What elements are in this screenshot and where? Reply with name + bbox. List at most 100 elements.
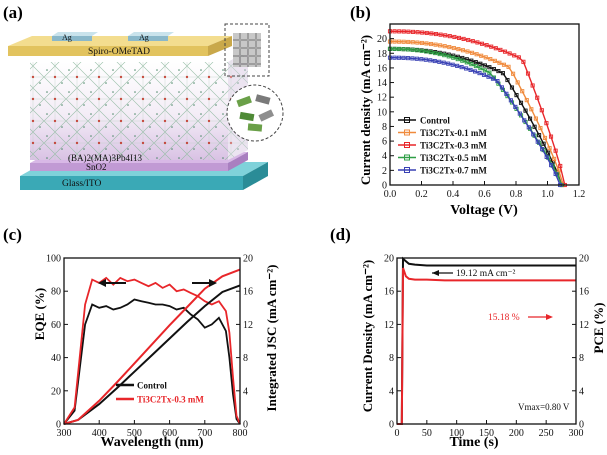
panel-c-x-tick-label: 800	[233, 428, 248, 439]
jv-marker-1	[547, 146, 552, 151]
panel-b-y-tick-label: 18	[377, 49, 387, 60]
panel-d-y-tick-label: 20	[579, 254, 589, 265]
jv-marker-1	[479, 53, 484, 58]
jv-marker-1	[511, 71, 516, 76]
panel-b-x-axis-title: Voltage (V)	[450, 203, 518, 218]
annot-current-density: 19.12 mA cm⁻²	[456, 269, 515, 279]
jv-marker-4	[405, 56, 410, 61]
jv-marker-3	[392, 46, 397, 51]
jv-marker-2	[525, 71, 531, 76]
jv-marker-0	[523, 108, 528, 113]
panel-c-x-tick-label: 300	[57, 428, 72, 439]
jv-marker-2	[456, 35, 462, 40]
panel-c-y-tick-label: 20	[51, 386, 61, 397]
jv-marker-1	[533, 116, 538, 121]
jv-marker-4	[517, 111, 522, 116]
panel-b-x-tick-label: 0.4	[447, 189, 460, 200]
jv-marker-3	[464, 60, 469, 65]
jv-marker-1	[538, 126, 543, 131]
jv-marker-3	[424, 49, 429, 54]
jv-marker-1	[529, 107, 534, 112]
panel-d-x-tick-label: 200	[509, 428, 524, 439]
inset-perovskite-crystal	[224, 23, 270, 77]
jv-marker-3	[433, 51, 438, 56]
jv-marker-3	[442, 53, 447, 58]
panel-b-label: (b)	[350, 3, 371, 22]
panel-d-y-tick-label: 16	[579, 287, 589, 298]
jv-marker-4	[522, 118, 527, 123]
jv-marker-2	[470, 39, 475, 44]
jv-marker-0	[491, 67, 496, 72]
jv-marker-1	[552, 156, 557, 161]
jv-marker-2	[424, 30, 429, 36]
jv-marker-3	[419, 48, 424, 53]
jv-marker-1	[501, 62, 507, 67]
panel-b-x-tick-label: 0.6	[478, 189, 491, 200]
jv-marker-1	[520, 89, 525, 94]
panel-c-y-tick-label: 60	[51, 320, 61, 331]
jv-marker-4	[464, 66, 469, 71]
jv-marker-1	[556, 168, 561, 173]
jv-marker-3	[437, 52, 442, 57]
panel-d-y-tick-label: 8	[389, 353, 394, 364]
jv-marker-0	[496, 69, 501, 74]
jv-marker-1	[524, 98, 529, 103]
panel-d-x-tick-label: 100	[449, 428, 464, 439]
panel-d-y-tick-label: 0	[579, 420, 584, 431]
panel-d-y-tick-label: 4	[389, 386, 394, 397]
jv-marker-0	[541, 141, 546, 146]
jv-marker-4	[392, 55, 397, 60]
jv-marker-4	[459, 65, 464, 70]
jv-marker-0	[518, 100, 524, 105]
panel-a-device-schematic: (a) Glass/ITO SnO2 (BA)2(MA)3Pb4I13	[3, 3, 284, 190]
eqe-axis-arrow-left-head	[98, 279, 106, 287]
jv-marker-1	[497, 60, 502, 65]
jv-marker-2	[493, 46, 498, 51]
panel-b-x-tick-label: 1.2	[573, 189, 586, 200]
jv-marker-0	[473, 60, 478, 65]
jv-marker-1	[506, 64, 511, 69]
panel-d-y-tick-label: 12	[384, 320, 394, 331]
jv-marker-3	[446, 54, 451, 59]
jv-marker-0	[500, 71, 505, 76]
eqe-series-2	[63, 284, 241, 425]
legend-entry-label: Ti3C2Tx-0.5 mM	[420, 153, 487, 163]
jv-marker-4	[535, 139, 540, 144]
panel-d-annotation-pce: 15.18 %	[488, 313, 553, 323]
jv-marker-3	[460, 58, 465, 63]
jv-marker-0	[460, 55, 465, 61]
legend-entry-label: Ti3C2Tx-0.3 mM	[420, 141, 487, 151]
jv-marker-2	[548, 134, 554, 139]
jv-marker-2	[392, 29, 397, 34]
jv-marker-4	[508, 98, 513, 103]
panel-b-x-tick-label: 0.8	[510, 189, 523, 200]
panel-d-axes-frame	[396, 257, 577, 425]
panel-b-y-tick-label: 0	[382, 181, 387, 192]
jv-marker-2	[498, 47, 503, 52]
jv-marker-1	[492, 58, 497, 63]
panel-d-y-tick-label: 20	[384, 254, 394, 265]
jv-marker-0	[478, 61, 483, 66]
panel-d-annotation-j: 19.12 mA cm⁻²	[432, 269, 515, 279]
panel-b-jv-curves: (b) 0.0 0.2 0.4 0.6 0.8 1.0 1.2 0 2 4 6 8 10 12 14 16 18…	[350, 3, 585, 218]
panel-c-x-tick-label: 400	[92, 428, 107, 439]
jv-marker-1	[456, 47, 461, 52]
jv-marker-2	[516, 55, 521, 60]
jv-marker-2	[461, 36, 466, 41]
jv-marker-4	[513, 104, 518, 109]
jv-marker-4	[432, 58, 437, 64]
panel-c-x-tick-label: 600	[162, 428, 177, 439]
jv-marker-2	[415, 30, 420, 35]
annot-vmax: Vmax=0.80 V	[518, 402, 570, 412]
panel-c-y-tick-label: 12	[243, 320, 253, 331]
jv-marker-3	[473, 64, 478, 69]
jv-marker-4	[450, 62, 455, 67]
panel-d-y-tick-label: 16	[384, 287, 394, 298]
jv-marker-1	[460, 48, 465, 53]
jv-marker-1	[442, 44, 447, 49]
legend-swatch-marker	[404, 142, 410, 148]
jv-marker-4	[499, 85, 504, 90]
jv-marker-3	[428, 50, 433, 55]
panel-c-x-tick-label: 500	[127, 428, 142, 439]
